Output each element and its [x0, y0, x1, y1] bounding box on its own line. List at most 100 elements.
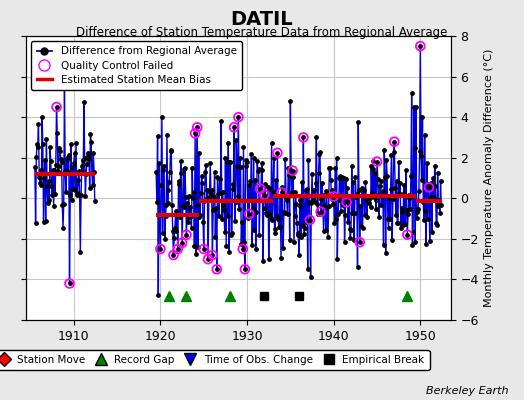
Point: [219, 189, 227, 195]
Point: [251, 177, 259, 183]
Point: [403, 232, 411, 238]
Point: [387, 152, 396, 158]
Point: [49, 203, 58, 209]
Point: [259, 258, 267, 264]
Point: [343, 199, 351, 206]
Point: [423, 216, 432, 222]
Point: [289, 174, 298, 180]
Point: [351, 173, 359, 180]
Point: [74, 177, 82, 183]
Point: [198, 172, 206, 179]
Point: [369, 158, 378, 164]
Point: [385, 195, 394, 202]
Point: [196, 190, 205, 196]
Point: [166, 168, 174, 175]
Point: [189, 195, 197, 201]
Point: [241, 266, 249, 272]
Point: [157, 182, 166, 188]
Point: [307, 200, 315, 206]
Point: [167, 148, 175, 154]
Point: [235, 206, 243, 212]
Point: [408, 241, 417, 248]
Text: Difference of Station Temperature Data from Regional Average: Difference of Station Temperature Data f…: [77, 26, 447, 39]
Point: [234, 193, 242, 199]
Point: [31, 164, 39, 170]
Point: [291, 189, 300, 196]
Point: [60, 201, 68, 208]
Point: [431, 182, 440, 189]
Point: [361, 178, 369, 185]
Point: [37, 167, 45, 173]
Point: [213, 174, 222, 180]
Point: [160, 236, 169, 242]
Point: [247, 150, 256, 157]
Point: [200, 246, 208, 252]
Point: [368, 190, 376, 196]
Point: [374, 192, 383, 199]
Point: [250, 227, 258, 234]
Point: [223, 158, 231, 165]
Point: [355, 187, 363, 194]
Point: [271, 230, 279, 236]
Point: [173, 246, 182, 252]
Point: [329, 201, 337, 207]
Point: [366, 194, 374, 201]
Point: [392, 178, 401, 184]
Point: [435, 210, 444, 217]
Point: [190, 189, 198, 196]
Point: [42, 136, 51, 142]
Point: [64, 154, 72, 160]
Point: [75, 168, 83, 174]
Point: [241, 266, 249, 272]
Point: [340, 238, 348, 245]
Point: [364, 198, 372, 204]
Point: [70, 150, 79, 156]
Point: [309, 196, 318, 203]
Point: [311, 180, 320, 186]
Point: [409, 229, 417, 235]
Point: [331, 165, 340, 171]
Point: [213, 266, 221, 272]
Point: [182, 232, 191, 238]
Point: [185, 214, 193, 220]
Point: [332, 155, 341, 162]
Point: [368, 166, 377, 172]
Point: [208, 252, 216, 258]
Point: [334, 197, 343, 203]
Point: [46, 144, 54, 150]
Point: [318, 180, 326, 186]
Point: [72, 190, 81, 196]
Point: [154, 132, 162, 139]
Point: [158, 114, 166, 120]
Point: [245, 211, 254, 217]
Point: [292, 200, 300, 207]
Legend: Station Move, Record Gap, Time of Obs. Change, Empirical Break: Station Move, Record Gap, Time of Obs. C…: [0, 350, 430, 370]
Point: [159, 166, 168, 173]
Point: [206, 160, 214, 166]
Point: [156, 246, 165, 252]
Point: [383, 173, 391, 180]
Point: [175, 181, 183, 187]
Point: [177, 170, 185, 176]
Point: [299, 134, 308, 141]
Point: [341, 211, 350, 218]
Point: [202, 194, 211, 201]
Point: [72, 140, 80, 146]
Point: [326, 165, 334, 172]
Point: [288, 189, 296, 195]
Point: [425, 184, 433, 190]
Point: [223, 213, 232, 219]
Point: [278, 189, 286, 196]
Point: [188, 165, 196, 172]
Point: [214, 190, 222, 197]
Point: [288, 167, 297, 174]
Point: [219, 202, 227, 208]
Point: [169, 252, 178, 258]
Point: [391, 184, 399, 191]
Point: [265, 256, 273, 262]
Point: [422, 240, 430, 247]
Point: [73, 191, 82, 198]
Point: [305, 217, 314, 223]
Point: [169, 228, 177, 234]
Point: [63, 168, 72, 174]
